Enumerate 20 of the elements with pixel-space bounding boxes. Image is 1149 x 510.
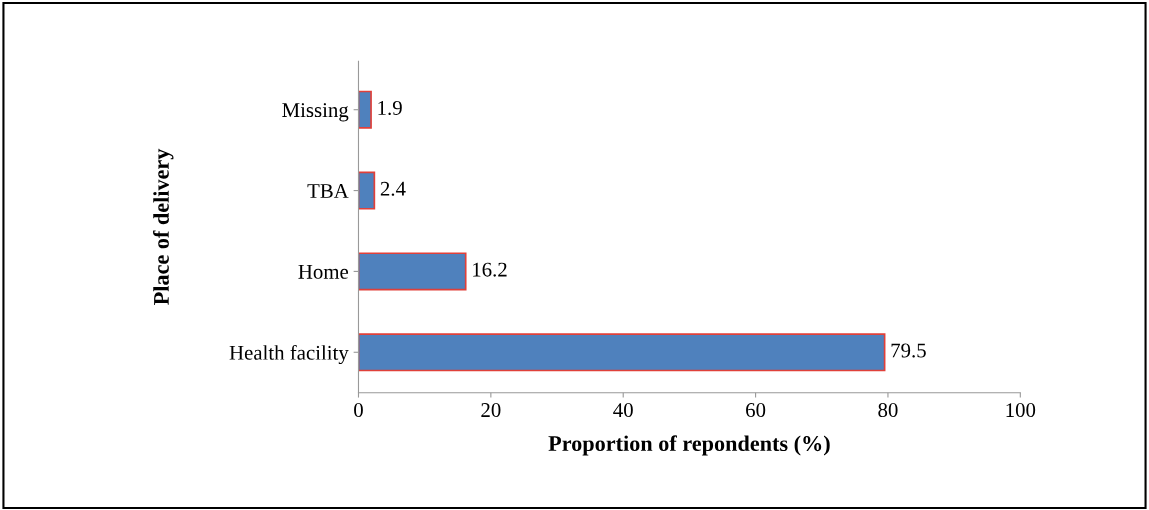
- y-axis-title: Place of delivery: [153, 148, 174, 305]
- data-label: 79.5: [891, 343, 926, 358]
- x-axis-title: Proportion of repondents (%): [548, 435, 830, 456]
- x-tick-label: 80: [878, 403, 898, 418]
- bar: [358, 90, 372, 129]
- y-tick-label: TBA: [307, 184, 349, 198]
- y-tick-label: Health facility: [229, 344, 349, 365]
- x-tick-label: 60: [746, 403, 766, 418]
- data-label: 1.9: [378, 100, 402, 116]
- x-tick-label: 0: [354, 403, 363, 418]
- bar: [358, 333, 886, 372]
- y-tick-label: Missing: [282, 103, 349, 122]
- x-tick-label: 20: [481, 403, 501, 418]
- data-label: 2.4: [380, 181, 406, 196]
- data-label: 16.2: [473, 262, 507, 277]
- y-tick-label: Home: [298, 265, 349, 279]
- bar: [358, 171, 376, 210]
- bar: [358, 252, 467, 291]
- x-tick-label: 100: [1006, 403, 1036, 418]
- x-tick-label: 40: [613, 403, 633, 418]
